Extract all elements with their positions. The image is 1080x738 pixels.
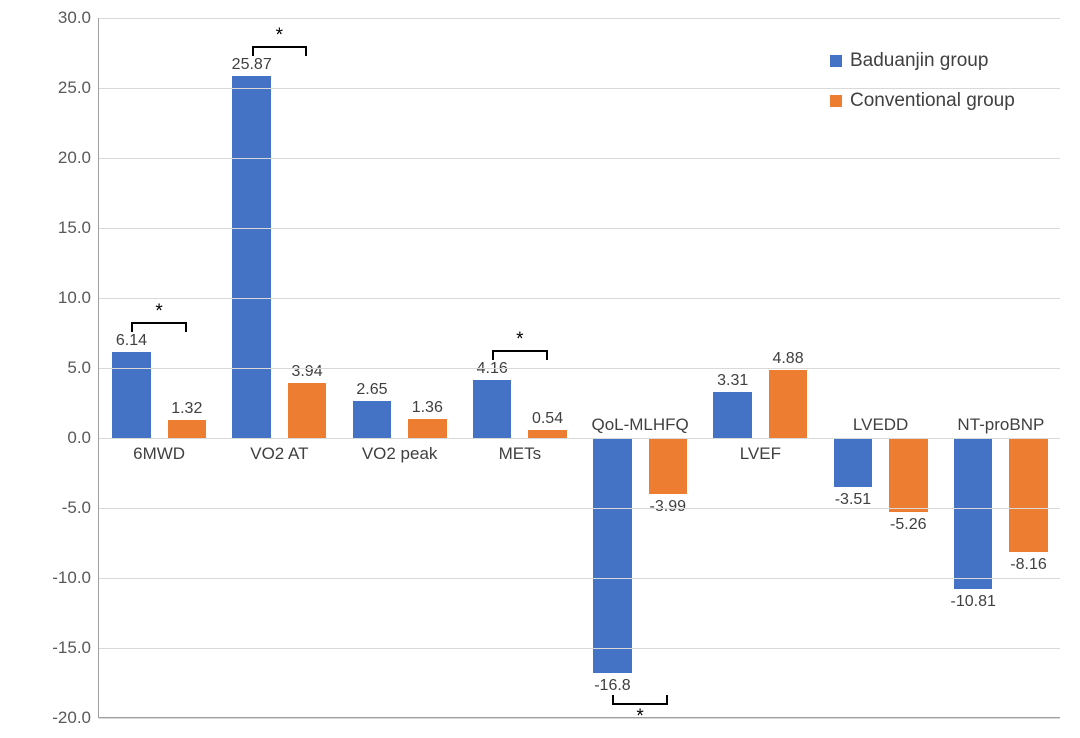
- ytick-label: 0.0: [67, 428, 99, 448]
- category-label: LVEF: [740, 444, 781, 464]
- ytick-label: 10.0: [58, 288, 99, 308]
- ytick-label: 5.0: [67, 358, 99, 378]
- gridline: [99, 508, 1060, 509]
- legend-item: Baduanjin group: [830, 50, 1015, 72]
- chart-container: Percentage Change (%) 6.141.326MWD25.873…: [0, 0, 1080, 738]
- legend-item: Conventional group: [830, 90, 1015, 112]
- legend-label: Conventional group: [850, 90, 1015, 112]
- significance-marker: *: [155, 302, 162, 321]
- data-label: -8.16: [1010, 556, 1046, 574]
- significance-marker: *: [516, 330, 523, 349]
- data-label: 3.94: [291, 363, 322, 381]
- bar: [232, 76, 270, 438]
- bar: [408, 419, 446, 438]
- data-label: 1.36: [412, 399, 443, 417]
- significance-bracket: [131, 322, 186, 330]
- bar: [473, 380, 511, 438]
- legend-swatch: [830, 55, 842, 67]
- data-label: -3.51: [835, 491, 871, 509]
- legend: Baduanjin group Conventional group: [830, 50, 1015, 130]
- bar: [889, 438, 927, 512]
- bar: [954, 438, 992, 589]
- legend-label: Baduanjin group: [850, 50, 988, 72]
- bar: [288, 383, 326, 438]
- legend-swatch: [830, 95, 842, 107]
- data-label: -10.81: [951, 593, 996, 611]
- ytick-label: 15.0: [58, 218, 99, 238]
- significance-marker: *: [276, 26, 283, 45]
- data-label: 1.32: [171, 400, 202, 418]
- ytick-label: 20.0: [58, 148, 99, 168]
- bar: [1009, 438, 1047, 552]
- bar: [168, 420, 206, 438]
- bar: [112, 352, 150, 438]
- gridline: [99, 718, 1060, 719]
- gridline: [99, 158, 1060, 159]
- data-label: 4.88: [772, 350, 803, 368]
- significance-bracket: [612, 697, 667, 705]
- data-label: 3.31: [717, 372, 748, 390]
- significance-marker: *: [636, 707, 643, 726]
- bar: [593, 438, 631, 673]
- bar: [353, 401, 391, 438]
- ytick-label: -10.0: [52, 568, 99, 588]
- ytick-label: -15.0: [52, 638, 99, 658]
- gridline: [99, 18, 1060, 19]
- gridline: [99, 228, 1060, 229]
- category-label: VO2 AT: [250, 444, 308, 464]
- ytick-label: 25.0: [58, 78, 99, 98]
- gridline: [99, 438, 1060, 439]
- category-label: QoL-MLHFQ: [591, 415, 688, 435]
- significance-bracket: [492, 350, 547, 358]
- category-label: METs: [499, 444, 542, 464]
- category-label: LVEDD: [853, 415, 908, 435]
- data-label: 6.14: [116, 332, 147, 350]
- data-label: -16.8: [594, 677, 630, 695]
- gridline: [99, 368, 1060, 369]
- bar: [713, 392, 751, 438]
- data-label: -5.26: [890, 516, 926, 534]
- data-label: -3.99: [650, 498, 686, 516]
- data-label: 25.87: [232, 56, 272, 74]
- bar: [649, 438, 687, 494]
- ytick-label: -5.0: [62, 498, 99, 518]
- gridline: [99, 648, 1060, 649]
- bar: [834, 438, 872, 487]
- significance-bracket: [252, 46, 307, 54]
- bar: [528, 430, 566, 438]
- category-label: NT-proBNP: [957, 415, 1044, 435]
- ytick-label: -20.0: [52, 708, 99, 728]
- category-label: VO2 peak: [362, 444, 438, 464]
- category-label: 6MWD: [133, 444, 185, 464]
- bar: [769, 370, 807, 438]
- data-label: 2.65: [356, 381, 387, 399]
- gridline: [99, 578, 1060, 579]
- gridline: [99, 298, 1060, 299]
- ytick-label: 30.0: [58, 8, 99, 28]
- data-label: 0.54: [532, 410, 563, 428]
